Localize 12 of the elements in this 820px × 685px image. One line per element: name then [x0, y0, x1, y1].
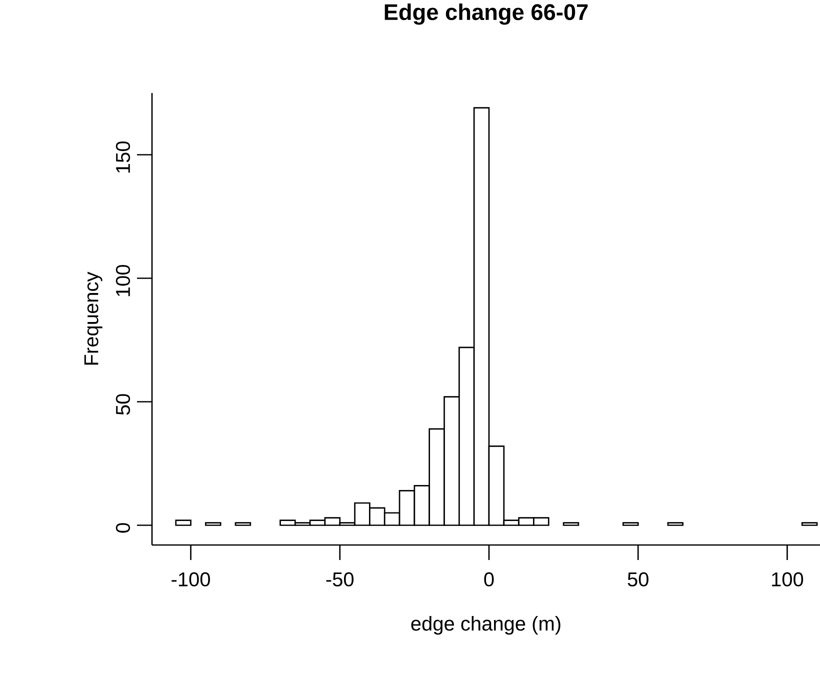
y-tick-label: 50 — [116, 394, 130, 415]
x-tick-label: -100 — [172, 572, 210, 586]
x-tick-label: 0 — [484, 572, 494, 586]
chart-title: Edge change 66-07 — [384, 4, 588, 25]
x-axis-title: edge change (m) — [411, 616, 560, 635]
x-tick-label: -50 — [326, 572, 354, 586]
x-tick-label: 100 — [772, 572, 804, 586]
y-tick-label: 0 — [116, 523, 130, 533]
y-axis-title: Frequency — [84, 272, 102, 365]
x-tick-label: 50 — [628, 572, 648, 586]
y-tick-label: 150 — [116, 142, 130, 173]
y-tick-label: 100 — [116, 265, 130, 296]
